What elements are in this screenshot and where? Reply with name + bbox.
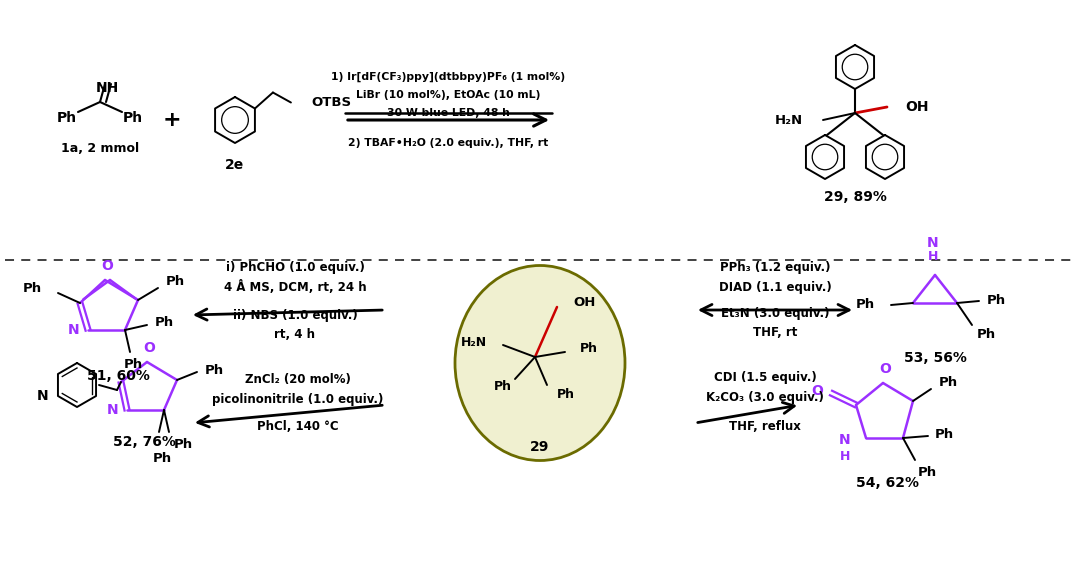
Text: PPh₃ (1.2 equiv.): PPh₃ (1.2 equiv.)	[719, 260, 831, 273]
Text: Ph: Ph	[580, 342, 598, 355]
Text: Ph: Ph	[935, 428, 954, 441]
Text: 52, 76%: 52, 76%	[112, 435, 175, 449]
Text: O: O	[143, 341, 154, 355]
Text: Ph: Ph	[918, 466, 937, 479]
Text: H₂N: H₂N	[461, 336, 487, 349]
Text: PhCl, 140 °C: PhCl, 140 °C	[257, 420, 339, 433]
Text: N: N	[838, 433, 850, 447]
Text: Ph: Ph	[123, 358, 143, 371]
Text: 29, 89%: 29, 89%	[824, 190, 887, 204]
Text: K₂CO₃ (3.0 equiv.): K₂CO₃ (3.0 equiv.)	[706, 390, 824, 403]
Text: +: +	[163, 110, 181, 130]
Text: 1) Ir[dF(CF₃)ppy](dtbbpy)PF₆ (1 mol%): 1) Ir[dF(CF₃)ppy](dtbbpy)PF₆ (1 mol%)	[330, 72, 565, 82]
Text: Ph: Ph	[557, 389, 575, 402]
Text: Ph: Ph	[977, 328, 996, 341]
Text: Ph: Ph	[23, 281, 42, 294]
Text: ZnCl₂ (20 mol%): ZnCl₂ (20 mol%)	[245, 373, 351, 386]
Text: Ph: Ph	[494, 380, 512, 393]
Text: OH: OH	[573, 295, 595, 308]
Text: O: O	[879, 362, 891, 376]
Text: O: O	[811, 384, 823, 398]
Text: 1a, 2 mmol: 1a, 2 mmol	[60, 141, 139, 154]
Text: H₂N: H₂N	[774, 114, 804, 127]
Text: H: H	[928, 250, 939, 263]
Text: Ph: Ph	[939, 376, 958, 389]
Ellipse shape	[455, 266, 625, 460]
Text: Et₃N (3.0 equiv.): Et₃N (3.0 equiv.)	[720, 306, 829, 319]
Text: 2) TBAF•H₂O (2.0 equiv.), THF, rt: 2) TBAF•H₂O (2.0 equiv.), THF, rt	[348, 138, 549, 148]
Text: THF, rt: THF, rt	[753, 327, 797, 340]
Text: 30 W blue LED, 48 h: 30 W blue LED, 48 h	[387, 108, 510, 118]
Text: Ph: Ph	[987, 294, 1007, 307]
Text: picolinonitrile (1.0 equiv.): picolinonitrile (1.0 equiv.)	[213, 393, 383, 406]
Text: Ph: Ph	[152, 451, 172, 464]
Text: 29: 29	[530, 440, 550, 454]
Text: NH: NH	[95, 81, 119, 95]
Text: N: N	[68, 323, 80, 337]
Text: N: N	[928, 236, 939, 250]
Text: OH: OH	[905, 100, 929, 114]
Text: Ph: Ph	[205, 363, 225, 376]
Text: THF, reflux: THF, reflux	[729, 420, 801, 433]
Text: Ph: Ph	[123, 111, 143, 125]
Text: N: N	[107, 403, 119, 417]
Text: Ph: Ph	[855, 298, 875, 311]
Text: rt, 4 h: rt, 4 h	[274, 328, 315, 341]
Text: Ph: Ph	[174, 437, 193, 450]
Text: i) PhCHO (1.0 equiv.): i) PhCHO (1.0 equiv.)	[226, 260, 364, 273]
Text: LiBr (10 mol%), EtOAc (10 mL): LiBr (10 mol%), EtOAc (10 mL)	[355, 90, 540, 100]
Text: OTBS: OTBS	[311, 96, 351, 109]
Text: DIAD (1.1 equiv.): DIAD (1.1 equiv.)	[718, 280, 832, 293]
Text: Ph: Ph	[156, 315, 174, 328]
Text: Ph: Ph	[166, 276, 185, 289]
Text: N: N	[37, 389, 48, 403]
Text: 4 Å MS, DCM, rt, 24 h: 4 Å MS, DCM, rt, 24 h	[224, 280, 366, 294]
Text: 51, 60%: 51, 60%	[86, 369, 149, 383]
Text: CDI (1.5 equiv.): CDI (1.5 equiv.)	[714, 371, 816, 384]
Text: 53, 56%: 53, 56%	[904, 351, 967, 365]
Text: O: O	[102, 259, 113, 273]
Text: 2e: 2e	[226, 158, 245, 172]
Text: Ph: Ph	[57, 111, 77, 125]
Text: ii) NBS (1.0 equiv.): ii) NBS (1.0 equiv.)	[232, 308, 357, 321]
Text: H: H	[839, 450, 850, 463]
Text: 54, 62%: 54, 62%	[856, 476, 919, 490]
